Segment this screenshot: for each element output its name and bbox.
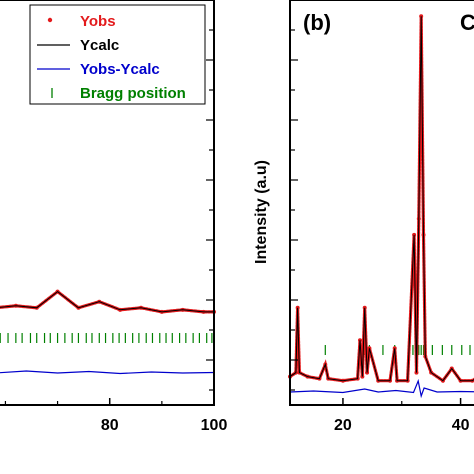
panel-b: 20 40 (b) C Intensity (a.u): [253, 0, 474, 434]
a-series-diff-line: [0, 370, 215, 375]
b-series-ycalc-line: [289, 16, 474, 382]
legend-label-bragg: Bragg position: [80, 85, 186, 102]
a-x-tick-label-1: 100: [201, 417, 228, 434]
b-bragg-positions: [297, 345, 471, 355]
legend-label-ycalc: Ycalc: [80, 37, 119, 54]
a-series: [0, 289, 216, 375]
b-series-diff-line: [289, 378, 474, 399]
b-series-yobs-line: [288, 16, 474, 383]
b-panel-label: (b): [303, 10, 331, 35]
b-yobs-point-11: [360, 374, 365, 379]
b-plot-frame: [289, 0, 474, 406]
a-bragg-positions: [0, 333, 213, 343]
b-corner-text: C: [460, 10, 474, 35]
legend-marker-yobs: [47, 17, 53, 23]
b-x-tick-label-0: 20: [334, 417, 352, 434]
b-series: [288, 14, 474, 399]
a-plot-frame: [0, 0, 215, 406]
a-x-tick-label-0: 80: [101, 417, 119, 434]
legend-label-yobs-ycalc: Yobs-Ycalc: [80, 61, 160, 78]
panel-a: 80 100 Yobs Ycalc Yobs-Ycalc Bragg positi…: [0, 0, 227, 434]
b-y-axis-label: Intensity (a.u): [253, 160, 270, 264]
a-series-ycalc-line: [0, 290, 214, 313]
a-ticks: 80 100: [4, 29, 228, 434]
a-legend: Yobs Ycalc Yobs-Ycalc Bragg position: [29, 4, 206, 105]
b-x-tick-label-1: 40: [452, 417, 470, 434]
b-ticks: 20 40: [290, 29, 470, 434]
a-legend-box: [29, 4, 206, 105]
legend-label-yobs: Yobs: [80, 13, 116, 30]
